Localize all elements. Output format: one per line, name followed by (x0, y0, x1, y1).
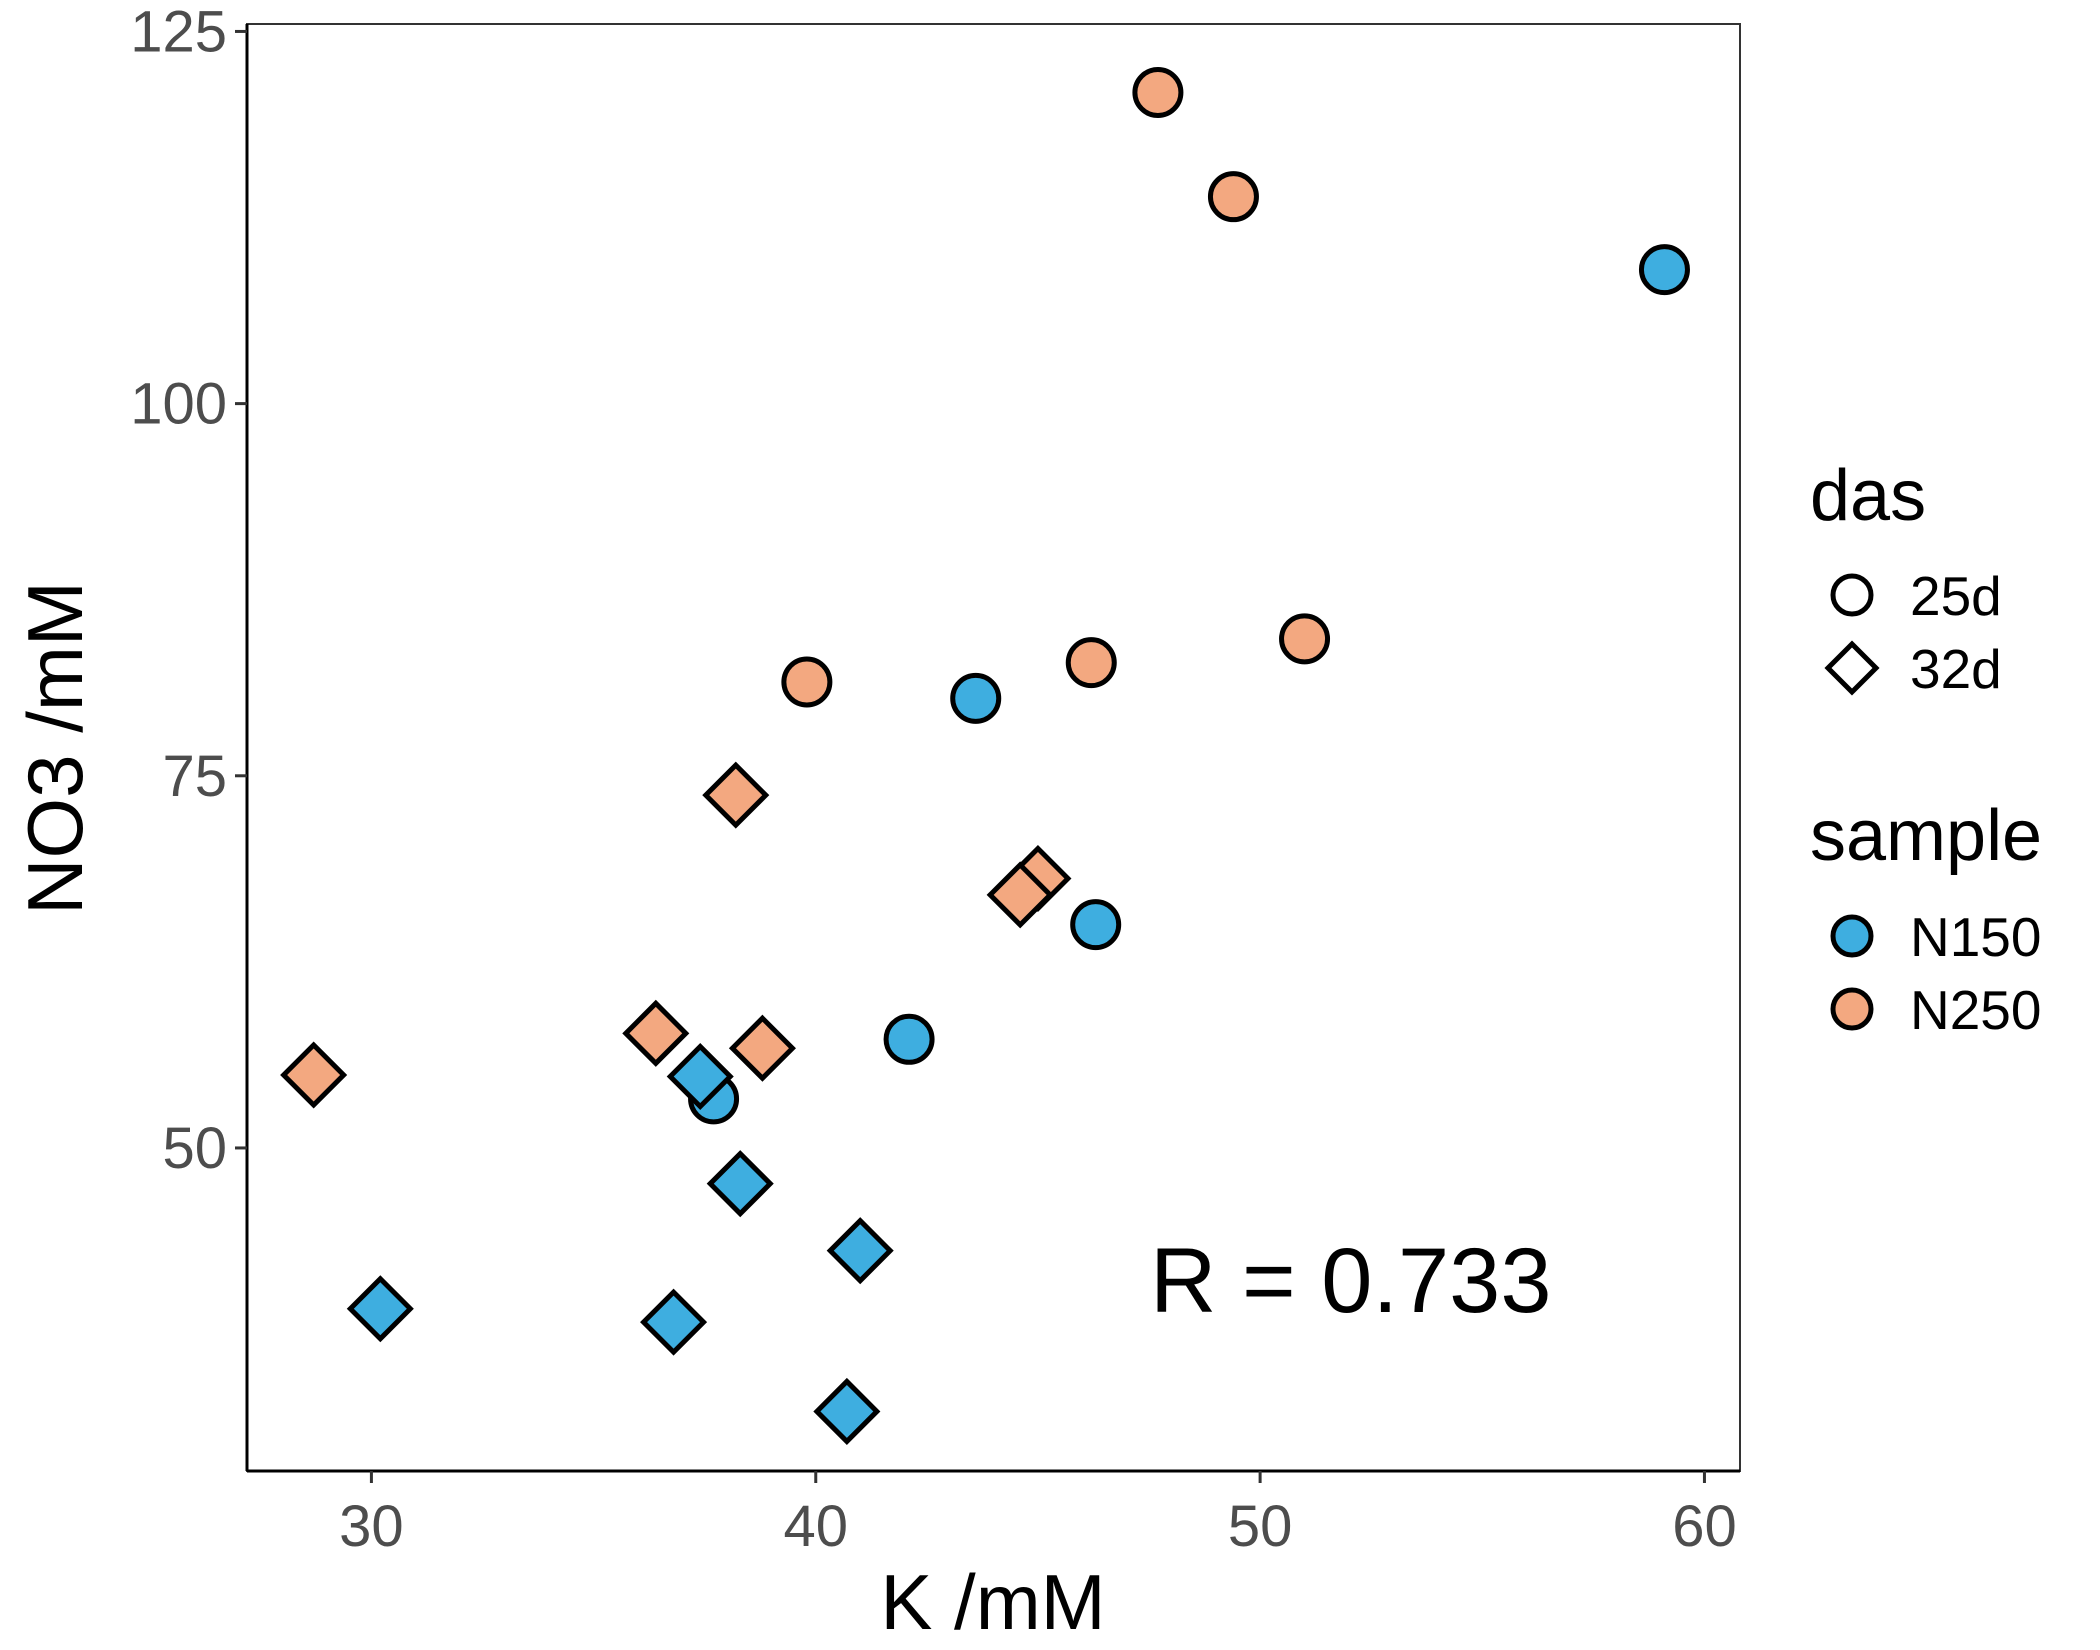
x-tick-label: 60 (1672, 1494, 1737, 1559)
data-point-n150-32d (346, 1275, 414, 1343)
legend-sample: sample N150 N250 (1810, 796, 2042, 1041)
correlation-annotation: R = 0.733 (1150, 1230, 1552, 1332)
legend-das-label: 25d (1910, 565, 2002, 627)
data-point-n150-32d (813, 1377, 881, 1445)
legend-das: das 25d 32d (1810, 456, 2002, 700)
data-point-n150-25d (883, 1013, 935, 1065)
legend-sample-label: N150 (1910, 906, 2041, 968)
y-tick-label: 125 (130, 0, 227, 64)
x-tick-label: 40 (784, 1494, 849, 1559)
legend-das-key-32d (1824, 640, 1880, 696)
plot-panel (246, 23, 1741, 1472)
data-point-n250-25d (781, 656, 833, 708)
data-point-n150-25d (1070, 899, 1122, 951)
legend-sample-label: N250 (1910, 979, 2041, 1041)
data-point-n250-25d (1279, 613, 1331, 665)
data-point-n250-32d (986, 861, 1054, 929)
x-axis-title: K /mM (880, 1558, 1105, 1646)
data-point-n150-32d (666, 1042, 734, 1111)
data-point-n250-32d (728, 1014, 796, 1082)
y-tick-label: 75 (162, 744, 227, 809)
x-axis: 30 40 50 60 (247, 1469, 1740, 1559)
legend-das-key-25d (1830, 573, 1874, 617)
data-point-n150-25d (950, 672, 1002, 724)
data-point-n250-32d (280, 1041, 348, 1109)
y-axis: 50 75 100 125 (130, 0, 249, 1471)
x-tick-label: 50 (1228, 1494, 1293, 1559)
legend-sample-key-n250 (1830, 987, 1874, 1031)
data-point-n150-32d (640, 1288, 708, 1356)
data-points (280, 66, 1690, 1445)
data-point-n250-32d (622, 999, 690, 1067)
legend-sample-title: sample (1810, 796, 2042, 876)
y-axis-title: NO3 /mM (11, 581, 99, 915)
data-point-n150-32d (706, 1150, 774, 1218)
data-point-n150-25d (1638, 244, 1690, 296)
x-tick-label: 30 (339, 1494, 404, 1559)
legend-das-label: 32d (1910, 638, 2002, 700)
data-point-n250-32d (702, 761, 770, 829)
legend-sample-key-n150 (1830, 914, 1874, 958)
data-point-n250-25d (1207, 171, 1259, 223)
data-point-n250-25d (1132, 66, 1184, 118)
y-tick-label: 100 (130, 372, 227, 437)
plot-border (246, 23, 1741, 1472)
data-point-n150-32d (826, 1217, 894, 1285)
legend-das-title: das (1810, 456, 1926, 536)
data-point-n250-25d (1065, 637, 1117, 689)
y-tick-label: 50 (162, 1116, 227, 1181)
